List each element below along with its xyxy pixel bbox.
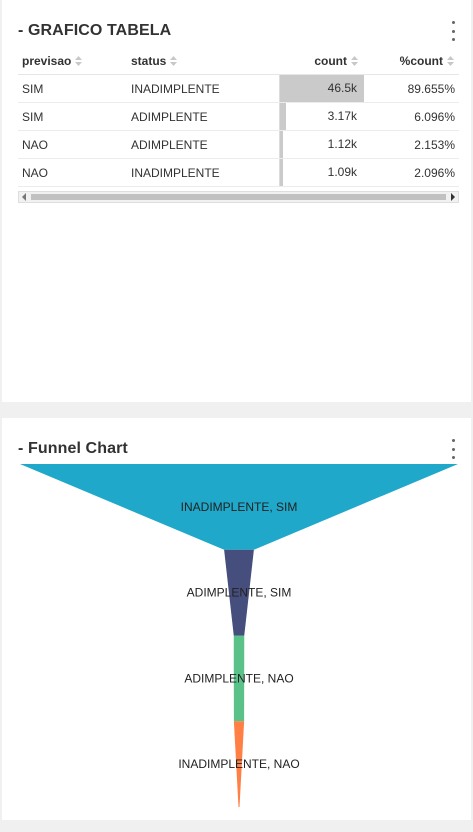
funnel-segment[interactable] bbox=[224, 549, 254, 636]
kebab-menu-icon[interactable] bbox=[445, 20, 461, 42]
cell-count-value: 1.12k bbox=[327, 137, 357, 151]
cell-status: INADIMPLENTE bbox=[127, 158, 279, 187]
column-header-label: status bbox=[131, 53, 167, 68]
column-header-count[interactable]: count bbox=[279, 47, 363, 75]
cell-previsao: NAO bbox=[18, 130, 127, 159]
funnel-label: INADIMPLENTE, SIM bbox=[181, 500, 298, 514]
table-card-header: - GRAFICO TABELA bbox=[18, 20, 461, 42]
table-card: - GRAFICO TABELA previsao status count %… bbox=[2, 0, 471, 402]
table-row: NAO INADIMPLENTE 1.09k 2.096% bbox=[18, 158, 459, 187]
funnel-segment[interactable] bbox=[233, 635, 245, 722]
table-card-title: - GRAFICO TABELA bbox=[18, 22, 172, 39]
cell-pct-count: 2.096% bbox=[363, 158, 459, 187]
column-header-label: count bbox=[314, 53, 347, 68]
sort-icon bbox=[351, 56, 359, 67]
funnel-label: ADIMPLENTE, NAO bbox=[184, 671, 293, 685]
scroll-right-arrow-icon[interactable] bbox=[448, 192, 458, 202]
scrollbar-thumb[interactable] bbox=[31, 194, 446, 200]
funnel-segment[interactable] bbox=[20, 464, 458, 550]
kebab-menu-icon[interactable] bbox=[445, 438, 461, 460]
cell-status: INADIMPLENTE bbox=[127, 74, 279, 103]
column-header-previsao[interactable]: previsao bbox=[18, 47, 127, 75]
count-bar bbox=[279, 103, 286, 130]
funnel-segment[interactable] bbox=[233, 721, 245, 807]
count-bar bbox=[279, 75, 364, 102]
funnel-chart: INADIMPLENTE, SIM ADIMPLENTE, SIM ADIMPLEN… bbox=[20, 464, 458, 807]
cell-count-value: 46.5k bbox=[327, 81, 357, 95]
count-bar bbox=[279, 159, 283, 186]
cell-previsao: SIM bbox=[18, 74, 127, 103]
cell-count: 1.09k bbox=[278, 158, 363, 187]
horizontal-scrollbar[interactable] bbox=[18, 191, 459, 203]
column-header-status[interactable]: status bbox=[127, 47, 279, 75]
sort-icon bbox=[447, 56, 455, 67]
cell-count-value: 3.17k bbox=[327, 109, 357, 123]
table-header-row: previsao status count %count bbox=[18, 47, 459, 75]
cell-count: 46.5k bbox=[278, 74, 364, 103]
cell-count: 3.17k bbox=[278, 102, 363, 131]
cell-pct-count: 6.096% bbox=[363, 102, 459, 131]
column-header-pct-count[interactable]: %count bbox=[363, 47, 459, 75]
table-row: SIM ADIMPLENTE 3.17k 6.096% bbox=[18, 102, 459, 131]
funnel-label: INADIMPLENTE, NAO bbox=[178, 757, 299, 771]
sort-icon bbox=[75, 56, 83, 67]
funnel-card: - Funnel Chart INADIMPLENTE, SIM ADIMPLEN… bbox=[2, 418, 471, 820]
table-row: NAO ADIMPLENTE 1.12k 2.153% bbox=[18, 130, 459, 159]
cell-previsao: SIM bbox=[18, 102, 127, 131]
funnel-card-header: - Funnel Chart bbox=[18, 438, 461, 460]
column-header-label: %count bbox=[399, 53, 443, 68]
funnel-card-title: - Funnel Chart bbox=[18, 440, 128, 457]
sort-icon bbox=[170, 56, 178, 67]
data-table: previsao status count %count SIM INADIMPL… bbox=[18, 47, 459, 187]
funnel-label: ADIMPLENTE, SIM bbox=[187, 586, 292, 600]
count-bar bbox=[279, 131, 283, 158]
cell-pct-count: 2.153% bbox=[363, 130, 459, 159]
table-row: SIM INADIMPLENTE 46.5k 89.655% bbox=[18, 74, 459, 103]
cell-count: 1.12k bbox=[278, 130, 363, 159]
cell-status: ADIMPLENTE bbox=[127, 102, 279, 131]
cell-pct-count: 89.655% bbox=[363, 74, 459, 103]
cell-count-value: 1.09k bbox=[327, 165, 357, 179]
scroll-left-arrow-icon[interactable] bbox=[19, 192, 29, 202]
cell-previsao: NAO bbox=[18, 158, 127, 187]
cell-status: ADIMPLENTE bbox=[127, 130, 279, 159]
column-header-label: previsao bbox=[22, 53, 72, 68]
